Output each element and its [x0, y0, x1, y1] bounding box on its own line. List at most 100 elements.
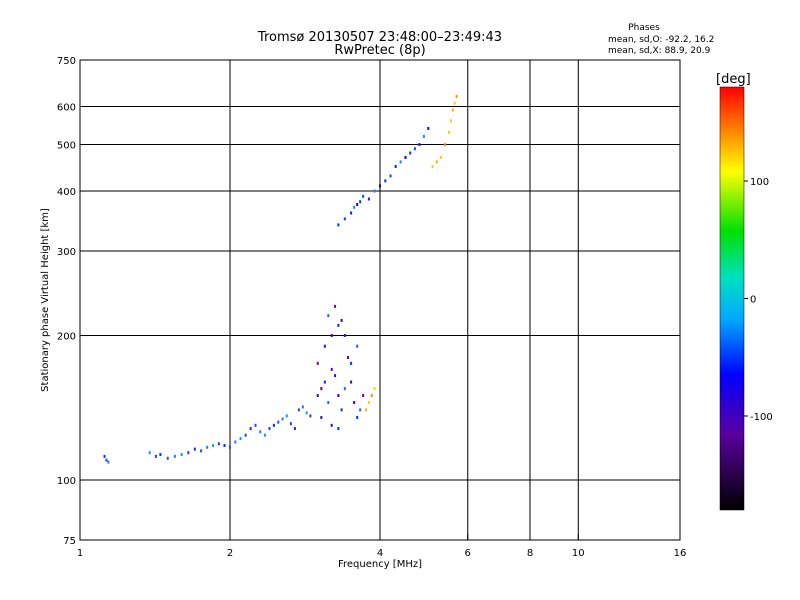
data-points	[103, 94, 458, 464]
data-point-s0-23	[263, 433, 266, 437]
data-point-s2-10	[384, 179, 387, 183]
data-point-s3-1	[367, 401, 370, 405]
data-point-s0-26	[277, 420, 280, 424]
data-point-s1-0	[316, 394, 319, 398]
stats-line-x: mean, sd,X: 88.9, 20.9	[608, 46, 711, 56]
data-point-s1-1	[320, 387, 323, 391]
data-point-s3-3	[373, 387, 376, 391]
data-point-s0-30	[293, 427, 296, 431]
data-point-s1-23	[356, 344, 359, 348]
data-point-s2-6	[362, 194, 365, 198]
data-point-s0-33	[305, 411, 308, 415]
data-point-s0-14	[217, 442, 220, 446]
data-point-s2-12	[394, 164, 397, 168]
data-point-s1-6	[337, 394, 340, 398]
data-point-s0-13	[212, 444, 215, 448]
data-point-s0-29	[289, 422, 292, 426]
data-point-s3-0	[365, 408, 368, 412]
data-point-s0-21	[254, 423, 257, 427]
data-point-s2-19	[427, 126, 430, 130]
y-axis-label: Stationary phase Virtual Height [km]	[40, 208, 51, 392]
data-point-s1-26	[330, 423, 333, 427]
x-tick-label-1: 2	[227, 548, 233, 559]
data-point-s0-1	[105, 458, 108, 462]
data-point-s0-24	[268, 427, 271, 431]
data-point-s2-9	[379, 184, 381, 188]
data-point-s0-5	[159, 453, 162, 457]
data-point-s2-18	[422, 134, 425, 138]
data-point-s1-16	[330, 334, 333, 338]
data-point-s1-10	[350, 380, 353, 384]
y-tick-label-7: 750	[57, 56, 76, 67]
colorbar-tick-label-0: 100	[750, 177, 769, 188]
data-point-s0-2	[107, 460, 110, 464]
y-tick-label-5: 500	[57, 141, 76, 152]
colorbar-label: [deg]	[716, 72, 751, 87]
data-point-s0-15	[223, 444, 226, 448]
x-tick-label-0: 1	[77, 548, 83, 559]
data-point-s0-34	[309, 414, 312, 418]
data-point-s3-8	[447, 130, 450, 134]
data-point-s0-25	[272, 423, 275, 427]
data-point-s2-4	[356, 202, 359, 206]
data-point-s1-17	[337, 323, 340, 327]
y-tick-label-0: 75	[63, 536, 76, 547]
data-point-s0-8	[180, 453, 183, 457]
y-axis: 75 100 200 300 400 500 600 750	[57, 56, 86, 547]
data-point-s1-14	[362, 394, 365, 398]
data-point-s0-12	[206, 445, 209, 449]
data-point-s0-6	[166, 456, 169, 460]
stats-line-o: mean, sd,O: -92.2, 16.2	[608, 35, 714, 45]
data-point-s2-0	[337, 223, 340, 227]
colorbar-tick-label-1: 0	[750, 295, 756, 306]
stats-heading: Phases	[628, 23, 660, 33]
colorbar-tick-label-2: -100	[750, 412, 773, 423]
data-point-s0-3	[148, 451, 151, 455]
data-point-s1-22	[350, 361, 353, 365]
y-tick-label-6: 600	[57, 103, 76, 114]
data-point-s1-19	[334, 304, 337, 308]
data-point-s1-9	[346, 355, 349, 359]
data-point-s2-2	[350, 211, 353, 215]
data-point-s3-4	[431, 164, 434, 168]
data-point-s2-8	[373, 189, 376, 193]
data-point-s1-24	[316, 361, 319, 365]
y-tick-label-2: 200	[57, 332, 76, 343]
data-point-s0-20	[249, 427, 252, 431]
data-point-s0-17	[234, 440, 237, 444]
chart-subtitle: RwPretec (8p)	[334, 43, 425, 58]
data-point-s0-9	[187, 451, 190, 455]
data-point-s1-2	[323, 380, 326, 384]
data-point-s0-7	[173, 454, 176, 458]
x-tick-label-5: 10	[572, 548, 585, 559]
y-tick-label-4: 400	[57, 187, 76, 198]
data-point-s2-3	[353, 205, 356, 209]
data-point-s1-15	[323, 344, 326, 348]
data-point-s0-11	[200, 449, 203, 453]
data-point-s1-20	[343, 334, 346, 338]
data-point-s1-11	[353, 401, 356, 405]
data-point-s3-7	[443, 143, 446, 147]
data-point-s1-21	[340, 318, 343, 322]
data-point-s3-6	[439, 155, 442, 159]
data-point-s1-5	[334, 374, 337, 378]
data-point-s2-7	[367, 197, 370, 201]
y-tick-label-1: 100	[57, 476, 76, 487]
x-tick-label-2: 4	[377, 548, 383, 559]
data-point-s3-5	[435, 160, 438, 164]
colorbar-ticks: 100 0 -100	[744, 177, 773, 423]
data-point-s0-27	[281, 417, 284, 421]
x-axis: 1 2 4 6 8 10 16	[77, 534, 686, 559]
data-point-s0-32	[301, 405, 304, 409]
data-point-s2-15	[409, 151, 412, 155]
data-point-s0-0	[103, 454, 106, 458]
chart-title: Tromsø 20130507 23:48:00–23:49:43	[257, 30, 502, 45]
data-point-s3-12	[455, 94, 458, 98]
data-point-s2-16	[413, 147, 416, 151]
data-point-s1-8	[343, 387, 346, 391]
data-point-s0-4	[154, 454, 157, 458]
data-point-s3-10	[451, 108, 454, 112]
data-point-s1-25	[320, 415, 323, 419]
data-point-s1-7	[340, 408, 343, 412]
